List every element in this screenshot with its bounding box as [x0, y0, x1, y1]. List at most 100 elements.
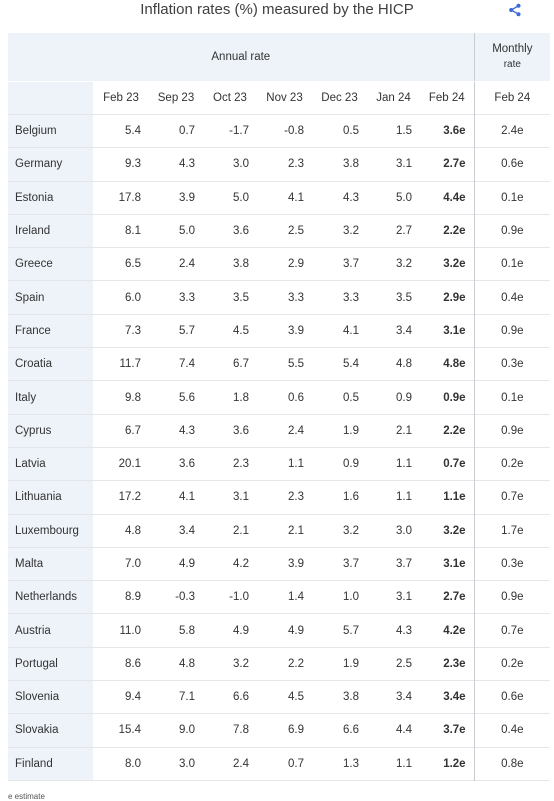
value-cell: 3.2	[367, 247, 420, 281]
country-cell: Germany	[8, 147, 93, 182]
value-cell: 2.3	[257, 480, 312, 515]
monthly-cell: 0.1e	[473, 247, 551, 281]
value-cell: 7.4	[149, 347, 203, 381]
monthly-cell: 0.9e	[473, 413, 551, 448]
value-cell: 3.4	[367, 680, 420, 714]
value-cell: 5.0	[149, 213, 203, 248]
value-cell: 4.8	[93, 513, 149, 548]
monthly-cell: 0.8e	[473, 746, 551, 781]
monthly-cell: 0.9e	[473, 313, 551, 348]
column-header: Feb 24	[473, 81, 551, 115]
value-cell: -0.8	[257, 113, 312, 148]
table-row: Austria 11.0 5.8 4.9 4.9 5.7 4.3 4.2e 0.7e	[8, 613, 551, 648]
value-cell: 9.8	[93, 380, 149, 415]
value-cell: 6.7	[93, 413, 149, 448]
value-cell: 2.2e	[420, 413, 475, 448]
share-icon[interactable]	[508, 3, 522, 17]
country-cell: Finland	[8, 746, 93, 781]
value-cell: 0.9	[367, 380, 420, 415]
value-cell: 6.6	[203, 680, 257, 714]
value-cell: 9.4	[93, 680, 149, 714]
value-cell: 7.0	[93, 546, 149, 581]
value-cell: 4.8e	[420, 347, 475, 381]
value-cell: 6.6	[312, 713, 367, 748]
value-cell: 1.1	[367, 746, 420, 781]
country-cell: Latvia	[8, 446, 93, 481]
value-cell: 3.0	[203, 147, 257, 182]
value-cell: 6.5	[93, 247, 149, 281]
value-cell: 4.3	[367, 613, 420, 648]
value-cell: 2.7e	[420, 147, 475, 182]
value-cell: 17.2	[93, 480, 149, 515]
corner-cell	[8, 81, 93, 115]
value-cell: -1.0	[203, 580, 257, 614]
value-cell: 3.5	[203, 280, 257, 315]
monthly-cell: 0.1e	[473, 380, 551, 415]
footnote: e estimate	[8, 792, 45, 801]
value-cell: 1.6	[312, 480, 367, 515]
value-cell: 3.9	[257, 313, 312, 348]
value-cell: 3.7	[367, 546, 420, 581]
value-cell: -0.3	[149, 580, 203, 614]
value-cell: 4.9	[257, 613, 312, 648]
value-cell: 4.1	[312, 313, 367, 348]
value-cell: 4.8	[149, 646, 203, 681]
value-cell: 2.9	[257, 247, 312, 281]
value-cell: 2.7e	[420, 580, 475, 614]
value-cell: 3.2e	[420, 247, 475, 281]
country-cell: Croatia	[8, 347, 93, 381]
value-cell: 3.1	[367, 147, 420, 182]
value-cell: 4.9	[203, 613, 257, 648]
monthly-cell: 0.7e	[473, 480, 551, 515]
value-cell: 9.0	[149, 713, 203, 748]
table-row: Estonia 17.8 3.9 5.0 4.1 4.3 5.0 4.4e 0.1e	[8, 180, 551, 215]
value-cell: 3.4	[367, 313, 420, 348]
value-cell: 11.7	[93, 347, 149, 381]
value-cell: 2.5	[257, 213, 312, 248]
table-row: Lithuania 17.2 4.1 3.1 2.3 1.6 1.1 1.1e 0.7e	[8, 480, 551, 515]
table-row: Slovakia 15.4 9.0 7.8 6.9 6.6 4.4 3.7e 0.4e	[8, 713, 551, 748]
value-cell: 3.4e	[420, 680, 475, 714]
annual-rate-label: Annual rate	[211, 51, 271, 63]
value-cell: 8.1	[93, 213, 149, 248]
value-cell: 3.1	[203, 480, 257, 515]
table-row: Italy 9.8 5.6 1.8 0.6 0.5 0.9 0.9e 0.1e	[8, 380, 551, 415]
value-cell: 5.5	[257, 347, 312, 381]
table-row: Slovenia 9.4 7.1 6.6 4.5 3.8 3.4 3.4e 0.6e	[8, 680, 551, 714]
monthly-cell: 0.9e	[473, 580, 551, 614]
value-cell: 1.1	[367, 446, 420, 481]
value-cell: -1.7	[203, 113, 257, 148]
table-row: Portugal 8.6 4.8 3.2 2.2 1.9 2.5 2.3e 0.2e	[8, 646, 551, 681]
value-cell: 0.5	[312, 380, 367, 415]
value-cell: 1.8	[203, 380, 257, 415]
value-cell: 0.9	[312, 446, 367, 481]
value-cell: 11.0	[93, 613, 149, 648]
value-cell: 7.1	[149, 680, 203, 714]
country-cell: Lithuania	[8, 480, 93, 515]
monthly-cell: 0.2e	[473, 446, 551, 481]
value-cell: 0.9e	[420, 380, 475, 415]
value-cell: 2.4	[149, 247, 203, 281]
value-cell: 4.2e	[420, 613, 475, 648]
value-cell: 3.2e	[420, 513, 475, 548]
table-row: France 7.3 5.7 4.5 3.9 4.1 3.4 3.1e 0.9e	[8, 313, 551, 348]
monthly-cell: 0.9e	[473, 213, 551, 248]
country-cell: Cyprus	[8, 413, 93, 448]
value-cell: 3.6	[203, 413, 257, 448]
country-cell: Slovenia	[8, 680, 93, 714]
table-row: Finland 8.0 3.0 2.4 0.7 1.3 1.1 1.2e 0.8e	[8, 746, 551, 781]
value-cell: 4.4	[367, 713, 420, 748]
value-cell: 3.7e	[420, 713, 475, 748]
value-cell: 3.6e	[420, 113, 475, 148]
country-cell: Greece	[8, 247, 93, 281]
value-cell: 1.2e	[420, 746, 475, 781]
value-cell: 4.3	[149, 147, 203, 182]
value-cell: 4.8	[367, 347, 420, 381]
value-cell: 1.4	[257, 580, 312, 614]
monthly-cell: 0.7e	[473, 613, 551, 648]
monthly-cell: 0.6e	[473, 147, 551, 182]
country-cell: Slovakia	[8, 713, 93, 748]
value-cell: 1.3	[312, 746, 367, 781]
table-row: Greece 6.5 2.4 3.8 2.9 3.7 3.2 3.2e 0.1e	[8, 247, 551, 281]
value-cell: 1.1	[367, 480, 420, 515]
